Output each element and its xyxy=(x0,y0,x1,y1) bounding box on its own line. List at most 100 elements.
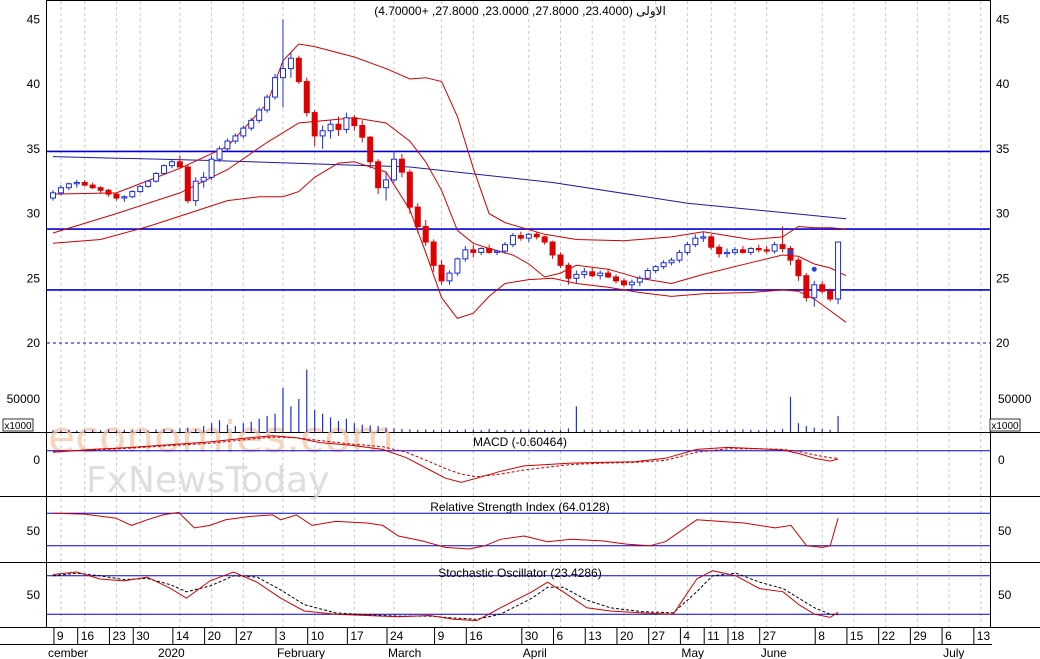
macd-title: MACD (-0.60464) xyxy=(473,435,567,449)
candle-body xyxy=(803,275,810,299)
date-tick-label: 9 xyxy=(57,629,64,643)
bollinger-lower-line xyxy=(52,161,847,323)
candle-body xyxy=(50,192,56,199)
candle-body xyxy=(105,189,112,195)
candle-body xyxy=(731,249,738,253)
candle-body xyxy=(414,206,421,228)
price-tick-left: 20 xyxy=(27,336,41,350)
date-tick-label: 29 xyxy=(913,629,927,643)
macd-panel xyxy=(47,435,990,483)
candle-body xyxy=(73,182,80,185)
candle-body xyxy=(771,244,778,252)
candle-body xyxy=(367,136,374,163)
date-tick-label: 13 xyxy=(588,629,602,643)
date-tick-label: 14 xyxy=(176,629,190,643)
candle-body xyxy=(668,259,675,264)
rsi-line xyxy=(52,511,839,550)
candle-body xyxy=(279,68,286,79)
price-tick-right: 20 xyxy=(996,336,1010,350)
date-tick-label: 27 xyxy=(652,629,666,643)
price-panel xyxy=(47,43,990,344)
date-tick-label: 22 xyxy=(882,629,896,643)
price-tick-right: 30 xyxy=(996,207,1010,221)
candle-body xyxy=(597,272,604,277)
candle-body xyxy=(287,57,294,70)
candle-body xyxy=(636,277,643,283)
date-tick-label: 6 xyxy=(945,629,952,643)
volume-unit-right: x1000 xyxy=(991,421,1019,432)
date-tick-label: 16 xyxy=(469,629,483,643)
date-tick-label: 20 xyxy=(208,629,222,643)
price-tick-right: 35 xyxy=(996,142,1010,156)
chart-frame xyxy=(46,0,991,628)
price-marker xyxy=(439,273,445,279)
candle-body xyxy=(184,166,191,202)
candle-body xyxy=(811,284,818,299)
candle-body xyxy=(628,281,635,286)
candle-body xyxy=(208,158,215,178)
candle-body xyxy=(272,77,279,98)
candle-body xyxy=(549,241,556,256)
price-tick-left: 30 xyxy=(27,207,41,221)
candle-body xyxy=(351,117,358,127)
moving-average-line xyxy=(52,156,847,220)
date-tick-label: 16 xyxy=(81,629,95,643)
stochastic-k-line xyxy=(52,570,839,622)
candle-body xyxy=(589,271,596,277)
candle-body xyxy=(620,280,627,286)
price-marker xyxy=(811,266,817,272)
candle-body xyxy=(168,161,175,167)
month-label: 2020 xyxy=(158,646,185,659)
candle-body xyxy=(708,236,715,248)
candle-body xyxy=(145,180,152,187)
price-marker xyxy=(787,249,793,255)
candle-body xyxy=(176,161,183,168)
candle-body xyxy=(319,130,326,137)
candle-body xyxy=(684,244,691,253)
stochastic-d-line xyxy=(52,572,839,620)
month-label: February xyxy=(277,646,325,659)
candle-body xyxy=(747,248,754,253)
candle-body xyxy=(390,158,397,181)
candle-body xyxy=(565,264,572,279)
candle-body xyxy=(739,249,746,253)
candle-body xyxy=(692,237,699,246)
candle-body xyxy=(525,233,532,239)
candle-body xyxy=(557,254,564,266)
date-tick-label: 6 xyxy=(557,629,564,643)
candle-body xyxy=(779,244,786,250)
candle-body xyxy=(652,266,659,272)
candle-body xyxy=(541,236,548,243)
candle-body xyxy=(264,96,271,111)
candle-body xyxy=(256,109,263,121)
candle-body xyxy=(446,272,453,282)
rsi-tick-right: 50 xyxy=(998,524,1012,538)
month-label: June xyxy=(761,646,787,659)
candle-body xyxy=(486,248,493,253)
date-axis: 9 16 23 30 14 20 27 3 10 17 24 9 16 30 6 13 20 27 4 11 18 27 8… xyxy=(0,628,992,659)
candle-body xyxy=(454,258,461,274)
candle-body xyxy=(129,191,136,198)
price-tick-left: 35 xyxy=(27,142,41,156)
price-tick-right: 45 xyxy=(996,12,1010,26)
candle-body xyxy=(644,270,651,279)
candle-body xyxy=(581,271,588,275)
candle-body xyxy=(660,262,667,268)
candle-body xyxy=(113,193,120,199)
candlesticks xyxy=(50,19,842,307)
candle-body xyxy=(398,158,405,173)
candle-body xyxy=(700,236,707,239)
date-tick-label: 18 xyxy=(731,629,745,643)
candle-body xyxy=(835,241,842,300)
candle-body xyxy=(533,233,540,238)
price-tick-right: 40 xyxy=(996,77,1010,91)
candle-body xyxy=(573,273,580,279)
date-tick-label: 30 xyxy=(136,629,150,643)
price-tick-left: 25 xyxy=(27,271,41,285)
month-label: March xyxy=(388,646,421,659)
candle-body xyxy=(605,272,612,278)
candle-body xyxy=(422,226,429,243)
candle-body xyxy=(375,161,382,189)
candle-body xyxy=(121,196,128,199)
macd-tick-left: 0 xyxy=(33,453,40,467)
